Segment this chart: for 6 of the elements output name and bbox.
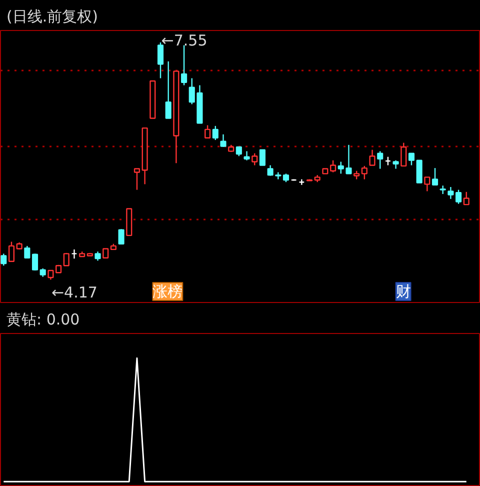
- annotation: 财: [396, 282, 411, 300]
- chart-title: 黄钻: 0.00: [6, 310, 80, 328]
- annotation: ←7.55: [161, 31, 208, 50]
- annotation: 涨榜: [152, 282, 183, 300]
- annotation: ←4.17: [51, 284, 98, 302]
- chart-title: (日线.前复权): [6, 8, 98, 26]
